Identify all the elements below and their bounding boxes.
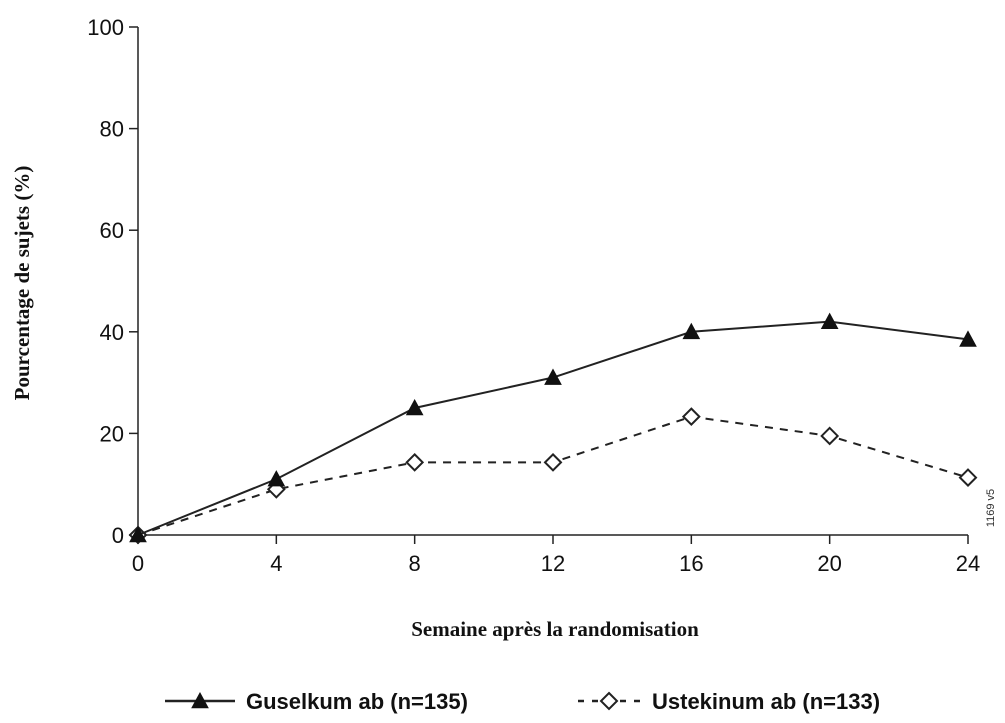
legend-marker-diamond	[599, 691, 619, 711]
data-point-triangle	[959, 330, 977, 347]
data-point-diamond	[681, 407, 701, 427]
data-point-triangle	[129, 525, 147, 543]
data-point-triangle	[682, 322, 701, 340]
x-tick-label: 12	[541, 551, 565, 576]
series-line	[137, 320, 969, 536]
y-tick-label: 20	[100, 421, 124, 446]
series-0	[129, 312, 977, 543]
data-point-triangle	[544, 368, 562, 385]
series-layer	[128, 312, 978, 545]
x-tick-label: 24	[956, 551, 980, 576]
side-code: 1169 v5	[985, 489, 997, 527]
x-tick-label: 0	[132, 551, 144, 576]
x-tick-label: 8	[409, 551, 421, 576]
legend-label: Ustekinum ab (n=133)	[652, 689, 880, 714]
data-point-diamond	[543, 452, 563, 472]
legend-item-1: Ustekinum ab (n=133)	[578, 689, 880, 714]
y-axis-title: Pourcentage de sujets (%)	[10, 166, 34, 401]
legend-item-0: Guselkum ab (n=135)	[165, 689, 468, 714]
y-tick-label: 100	[87, 15, 124, 40]
x-tick-label: 20	[817, 551, 841, 576]
y-tick-label: 40	[100, 320, 124, 345]
data-point-triangle	[267, 470, 286, 487]
data-point-diamond	[405, 452, 425, 472]
axes: 0 20 40 60 80 100 0 4 8 12 16 20 24	[87, 15, 980, 576]
x-tick-label: 16	[679, 551, 703, 576]
y-tick-label: 0	[112, 523, 124, 548]
legend: Guselkum ab (n=135) Ustekinum ab (n=133)	[165, 689, 880, 714]
data-point-diamond	[820, 426, 840, 446]
x-axis-title: Semaine après la randomisation	[411, 617, 699, 641]
data-point-diamond	[958, 468, 978, 488]
data-point-triangle	[820, 312, 839, 329]
x-tick-label: 4	[270, 551, 282, 576]
legend-marker-triangle	[191, 691, 209, 709]
y-tick-label: 80	[100, 117, 124, 142]
series-line	[137, 415, 969, 536]
data-point-triangle	[405, 398, 424, 416]
labels-layer: Semaine après la randomisation Pourcenta…	[10, 166, 997, 641]
legend-label: Guselkum ab (n=135)	[246, 689, 468, 714]
series-1	[128, 407, 978, 545]
y-tick-label: 60	[100, 218, 124, 243]
